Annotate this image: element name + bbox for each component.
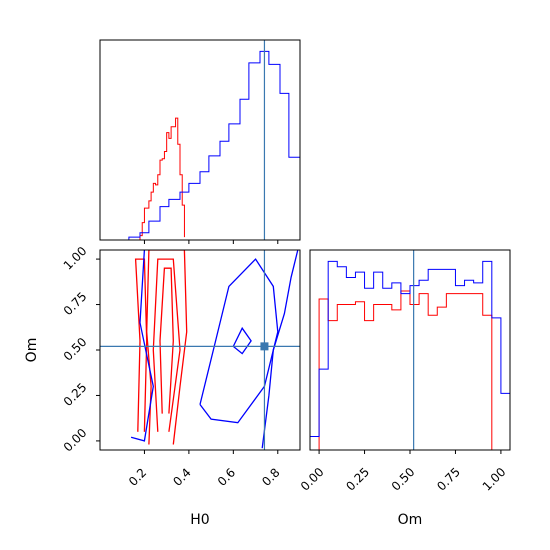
om-histogram-panel: 0.00 0.25 0.50 0.75 1.00 Om — [298, 249, 511, 528]
om-histogram-series-0 — [310, 290, 501, 451]
om-x-tick-label: 0.00 — [298, 465, 327, 494]
h0-histogram-series — [128, 50, 301, 240]
h0-histogram-ticks — [143, 240, 279, 244]
contour-series-1-level-2 — [130, 250, 154, 442]
contour-y-tick-label: 0.75 — [61, 289, 90, 318]
contour-series-1-level-3 — [232, 326, 252, 355]
x-axis-label-h0: H0 — [190, 512, 209, 528]
om-x-tick-label: 1.00 — [480, 465, 509, 494]
h0-histogram-series-1 — [128, 50, 301, 240]
contour-y-tick-label: 0.00 — [61, 426, 90, 455]
h0-histogram-series-0 — [139, 117, 185, 240]
h0-histogram-frame — [99, 39, 301, 241]
contour-y-tick-label: 0.50 — [61, 335, 90, 364]
om-histogram-series-1 — [309, 260, 511, 450]
contour-x-tick-label: 0.4 — [170, 465, 193, 488]
contour-y-tick-label: 1.00 — [61, 244, 90, 273]
x-axis-label-om: Om — [398, 512, 423, 528]
y-axis-label-om: Om — [24, 338, 40, 363]
contour-y-tick-label: 0.25 — [61, 380, 90, 409]
contour-series-1-level-0 — [261, 250, 299, 449]
contour-truth-point — [260, 342, 269, 351]
om-x-tick-label: 0.50 — [389, 465, 418, 494]
contour-truth-lines — [100, 250, 300, 450]
contour-series-0-level-2 — [159, 267, 174, 414]
contour-series-0-level-0 — [146, 250, 188, 445]
contour-x-tick-label: 0.6 — [215, 465, 238, 488]
h0-om-contour-panel: 0.2 0.4 0.6 0.8 0.00 0.25 0.50 0.75 1.00 H0 Om — [24, 244, 301, 528]
h0-histogram-panel — [99, 39, 301, 244]
om-histogram-series — [309, 260, 511, 451]
contour-series — [130, 250, 299, 449]
contour-x-tick-label: 0.8 — [259, 465, 282, 488]
om-histogram-frame — [309, 249, 511, 451]
contour-series-1-level-1 — [199, 258, 279, 424]
om-histogram-ticks: 0.00 0.25 0.50 0.75 1.00 — [298, 450, 509, 494]
contour-series-0-level-1 — [152, 258, 181, 432]
contour-x-tick-label: 0.2 — [126, 465, 149, 488]
om-x-tick-label: 0.75 — [434, 465, 463, 494]
contour-frame — [99, 249, 301, 451]
om-x-tick-label: 0.25 — [343, 465, 372, 494]
